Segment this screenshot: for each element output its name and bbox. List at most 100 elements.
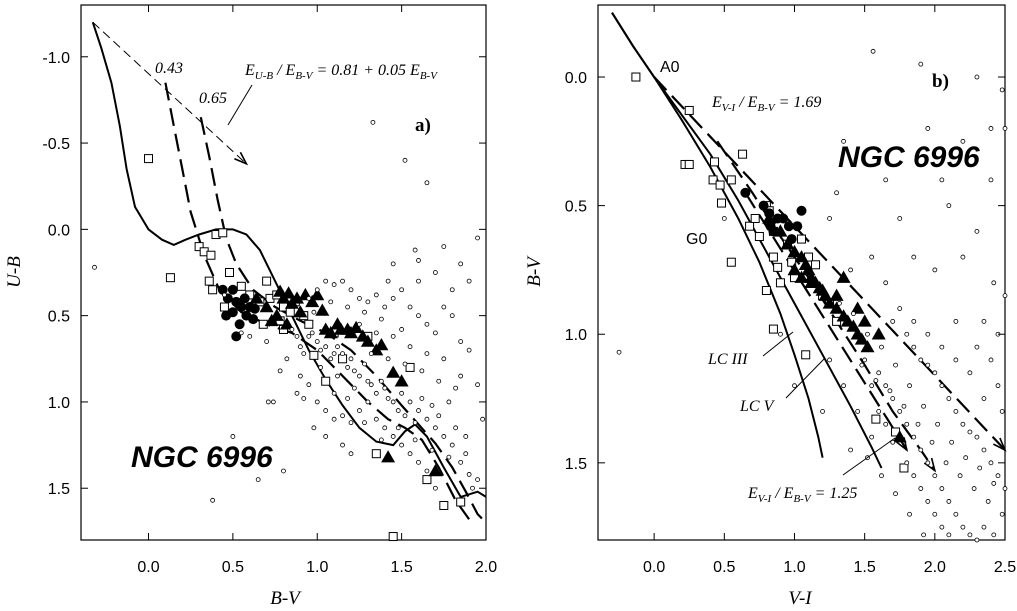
x-tick-label: 2.5 [994,559,1016,576]
y-tick-label: 0.5 [48,309,70,326]
panel-b-ticks: 0.0 0.5 1.0 1.5 2.0 2.5 0.0 0.5 1.0 1.5 [565,5,1016,576]
open-circle-point [416,408,421,413]
open-circle-point [399,390,405,396]
annotation-a0: A0 [660,59,680,76]
open-circle-point [988,177,994,183]
open-square-point [684,159,694,169]
filled-circle-point [239,293,250,304]
open-square-point [405,362,415,372]
open-circle-point [988,357,994,363]
open-circle-point [911,473,917,479]
open-circle-point [890,318,896,324]
open-circle-point [402,361,408,367]
filled-triangle-point [273,284,288,297]
open-circle-point [953,511,959,517]
open-circle-point [92,264,97,270]
open-square-point [422,475,432,485]
open-circle-point [331,351,337,357]
open-square-point [717,198,727,208]
panel-b-y-axis-label: B-V [524,255,545,287]
filled-circle-point [778,213,789,224]
open-circle-point [466,278,472,284]
open-square-point [726,175,736,185]
open-square-point [761,286,771,296]
y-tick-label: 1.5 [48,481,70,498]
panel-b-points [616,48,1008,543]
open-circle-point [318,365,324,370]
filled-triangle-point [279,317,294,330]
open-circle-point [991,481,997,486]
open-circle-point [475,477,480,482]
open-circle-point [999,408,1005,414]
open-circle-point [294,390,300,396]
open-circle-point [407,344,413,350]
open-circle-point [340,442,345,448]
open-circle-point [999,87,1005,93]
open-circle-point [939,486,945,491]
open-circle-point [960,421,966,427]
open-circle-point [870,48,876,54]
open-circle-point [475,235,480,241]
open-circle-point [981,524,987,530]
open-circle-point [974,344,980,350]
open-circle-point [893,491,898,497]
arrowhead [234,151,249,166]
open-circle-point [348,420,354,426]
open-circle-point [424,351,430,357]
x-tick-label: 2.0 [924,559,946,576]
x-tick-label: 0.5 [713,559,735,576]
open-circle-point [1002,126,1008,131]
open-square-point [206,250,216,260]
open-circle-point [480,416,486,422]
open-square-point [204,276,214,286]
open-circle-point [432,270,438,275]
open-square-point [709,157,719,167]
open-circle-point [988,460,994,466]
open-circle-point [911,434,917,440]
open-circle-point [851,311,856,317]
open-circle-point [991,280,997,286]
open-circle-point [323,408,329,413]
open-circle-point [277,368,283,374]
open-circle-point [301,351,307,357]
open-circle-point [368,382,374,388]
open-circle-point [960,524,966,530]
filled-triangle-point [762,211,777,224]
filled-triangle-point [773,224,788,237]
open-circle-point [306,295,312,301]
open-circle-point [402,157,408,163]
open-circle-point [458,339,464,344]
filled-circle-point [783,221,794,232]
open-circle-point [314,399,320,405]
open-circle-point [859,362,865,368]
open-circle-point [281,468,286,474]
open-circle-point [841,138,847,144]
filled-triangle-point [822,296,837,309]
open-circle-point [921,403,926,409]
open-circle-point [932,511,938,517]
x-tick-label: 1.5 [391,559,413,576]
open-circle-point [419,368,425,374]
open-circle-point [946,203,952,209]
y-tick-label: -1.0 [42,50,70,67]
open-circle-point [848,447,854,453]
filled-circle-point [234,319,245,330]
annotation-lc-v: LC V [739,398,776,415]
open-circle-point [879,473,884,479]
filled-triangle-point [381,450,396,463]
curve-reddening-vector [92,21,247,165]
open-circle-point [883,177,889,183]
lc-v-leader [785,357,826,399]
open-square-point [456,497,466,507]
open-square-point [262,276,272,286]
open-circle-point [378,378,384,384]
open-circle-point [475,382,480,388]
open-circle-point [289,327,295,332]
panel-a-frame [80,4,487,541]
open-circle-point [407,399,413,405]
open-circle-point [974,228,980,234]
open-circle-point [876,408,882,414]
open-square-point [371,449,381,459]
open-circle-point [904,460,910,466]
